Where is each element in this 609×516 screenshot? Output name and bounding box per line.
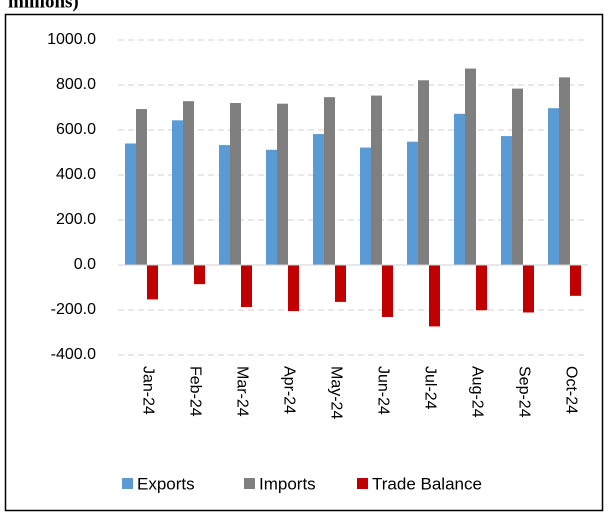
bar bbox=[360, 147, 371, 265]
bar bbox=[559, 77, 570, 265]
bar bbox=[147, 265, 158, 300]
bar bbox=[136, 109, 147, 265]
bar bbox=[183, 101, 194, 265]
legend-label: Exports bbox=[137, 474, 195, 493]
bar bbox=[454, 113, 465, 265]
bar bbox=[512, 88, 523, 265]
bar bbox=[125, 143, 136, 265]
bar bbox=[277, 103, 288, 265]
bar bbox=[313, 134, 324, 265]
legend-swatch bbox=[122, 478, 133, 489]
y-tick-label: 400.0 bbox=[56, 166, 96, 183]
x-tick-label: Sep-24 bbox=[515, 366, 532, 418]
y-tick-label: -400.0 bbox=[51, 346, 96, 363]
bar bbox=[335, 265, 346, 302]
bar bbox=[241, 265, 252, 308]
bar bbox=[266, 149, 277, 265]
y-tick-label: 0.0 bbox=[74, 256, 96, 273]
x-tick-label: Oct-24 bbox=[562, 366, 579, 414]
legend-swatch bbox=[357, 478, 368, 489]
x-tick-label: Feb-24 bbox=[186, 366, 203, 417]
legend-label: Trade Balance bbox=[372, 474, 482, 493]
y-tick-label: 800.0 bbox=[56, 76, 96, 93]
x-tick-label: May-24 bbox=[327, 366, 344, 419]
bar bbox=[407, 141, 418, 265]
chart-title: millions) bbox=[8, 0, 79, 12]
y-tick-label: 1000.0 bbox=[47, 31, 96, 48]
legend-swatch bbox=[244, 478, 255, 489]
bar bbox=[548, 108, 559, 265]
y-tick-label: -200.0 bbox=[51, 301, 96, 318]
legend-label: Imports bbox=[259, 474, 316, 493]
bar bbox=[523, 265, 534, 313]
y-tick-label: 200.0 bbox=[56, 211, 96, 228]
y-tick-label: 600.0 bbox=[56, 121, 96, 138]
bar bbox=[371, 95, 382, 265]
x-tick-label: Aug-24 bbox=[468, 366, 485, 418]
bar bbox=[324, 97, 335, 266]
x-tick-label: Jan-24 bbox=[139, 366, 156, 415]
bar bbox=[501, 136, 512, 265]
bar bbox=[219, 145, 230, 265]
x-tick-label: Mar-24 bbox=[233, 366, 250, 417]
bar bbox=[570, 265, 581, 296]
bar bbox=[230, 103, 241, 265]
bar bbox=[465, 68, 476, 265]
bar bbox=[288, 265, 299, 312]
bar bbox=[194, 265, 205, 285]
x-tick-label: Jun-24 bbox=[374, 366, 391, 415]
bar bbox=[418, 80, 429, 266]
x-tick-label: Jul-24 bbox=[421, 366, 438, 410]
bar bbox=[172, 120, 183, 265]
bar bbox=[476, 265, 487, 311]
bar bbox=[429, 265, 440, 327]
bar bbox=[382, 265, 393, 317]
x-tick-label: Apr-24 bbox=[280, 366, 297, 414]
